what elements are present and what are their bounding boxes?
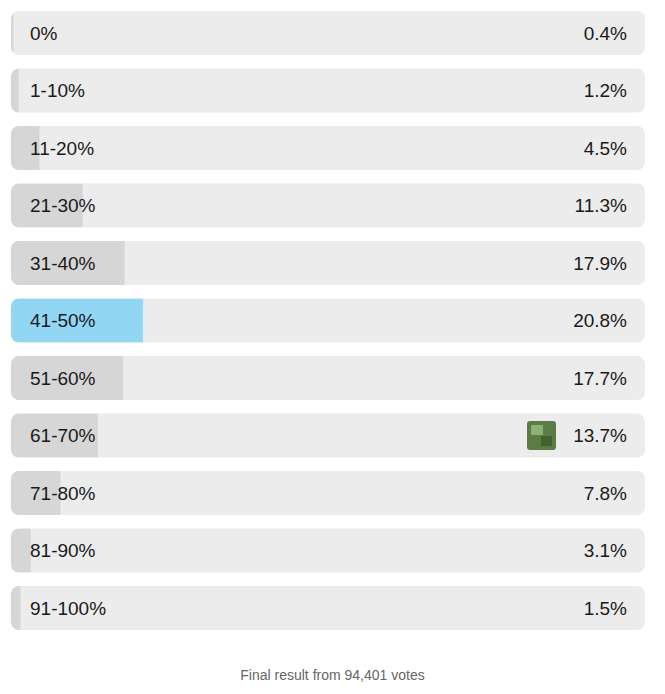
- bar: [11, 299, 143, 343]
- category-label: 71-80%: [30, 483, 96, 504]
- data-label: 1.2%: [584, 80, 627, 101]
- bar: [11, 356, 123, 400]
- data-label: 17.7%: [573, 368, 627, 389]
- data-label: 1.5%: [584, 598, 627, 619]
- data-label: 13.7%: [573, 425, 627, 446]
- footer-note: Final result from 94,401 votes: [240, 667, 424, 683]
- bar: [11, 69, 19, 113]
- tick: 61-70%: [30, 425, 96, 446]
- tick: 21-30%: [30, 195, 96, 216]
- bar: [11, 11, 14, 55]
- tick: 71-80%: [30, 483, 96, 504]
- data-label: 4.5%: [584, 138, 627, 159]
- track: [11, 414, 645, 458]
- track: [11, 69, 645, 113]
- track: [11, 529, 645, 573]
- avatar-image: [527, 421, 556, 450]
- track: [11, 299, 645, 343]
- category-label: 1-10%: [30, 80, 85, 101]
- category-label: 91-100%: [30, 598, 106, 619]
- tick: 91-100%: [30, 598, 106, 619]
- category-label: 61-70%: [30, 425, 96, 446]
- category-label: 51-60%: [30, 368, 96, 389]
- avatar-detail: [531, 425, 543, 435]
- category-label: 21-30%: [30, 195, 96, 216]
- data-label: 17.9%: [573, 253, 627, 274]
- category-label: 81-90%: [30, 540, 96, 561]
- tracks: [11, 11, 645, 630]
- track: [11, 356, 645, 400]
- bars: [11, 11, 143, 630]
- category-axis: 0% 1-10% 11-20% 21-30% 31-40% 41-50% 51-60% 61-…: [30, 23, 106, 619]
- bar: [11, 241, 124, 285]
- track: [11, 126, 645, 170]
- avatar-detail: [541, 436, 552, 446]
- tick: 81-90%: [30, 540, 96, 561]
- category-label: 41-50%: [30, 310, 96, 331]
- tick: 31-40%: [30, 253, 96, 274]
- data-label: 20.8%: [573, 310, 627, 331]
- data-label: 11.3%: [575, 195, 628, 216]
- chart: 0% 1-10% 11-20% 21-30% 31-40% 41-50% 51-60% 61-…: [0, 0, 665, 694]
- data-label: 7.8%: [584, 483, 627, 504]
- data-label: 3.1%: [584, 540, 627, 561]
- track: [11, 586, 645, 630]
- category-label: 31-40%: [30, 253, 96, 274]
- data-label: 0.4%: [584, 23, 627, 44]
- tick: 51-60%: [30, 368, 96, 389]
- track: [11, 241, 645, 285]
- track: [11, 184, 645, 228]
- data-labels: 0.4% 1.2% 4.5% 11.3% 17.9% 20.8% 17.7% 13.7% 7.8…: [573, 23, 627, 619]
- track: [11, 11, 645, 55]
- category-label: 11-20%: [30, 138, 94, 159]
- tick: 0%: [30, 23, 58, 44]
- track: [11, 471, 645, 515]
- tick: 41-50%: [30, 310, 96, 331]
- tick: 11-20%: [30, 138, 94, 159]
- bar: [11, 414, 98, 458]
- tick: 1-10%: [30, 80, 85, 101]
- avatar: [527, 421, 556, 450]
- category-label: 0%: [30, 23, 58, 44]
- bar: [11, 586, 21, 630]
- bar: [11, 529, 31, 573]
